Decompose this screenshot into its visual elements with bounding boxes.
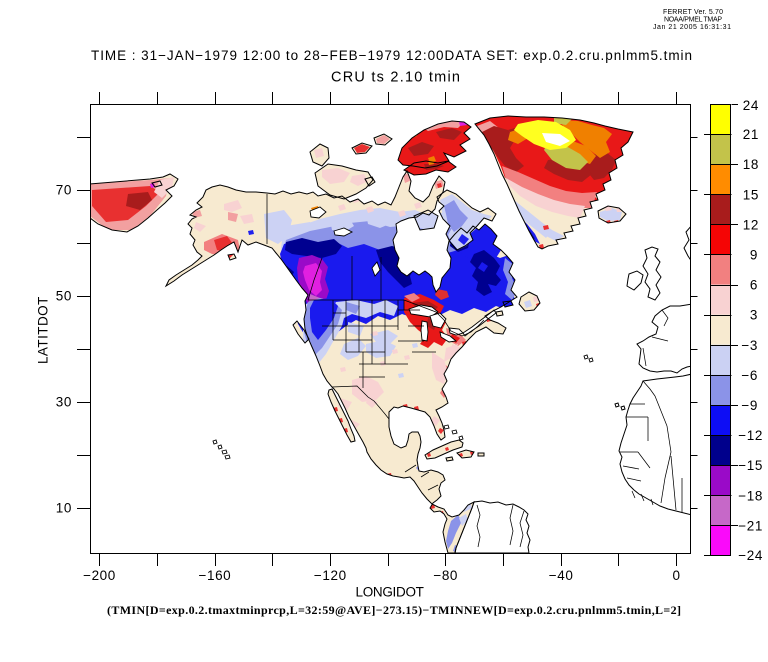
svg-text:−12: −12: [738, 428, 763, 443]
svg-text:−15: −15: [738, 458, 763, 473]
svg-text:−200: −200: [83, 568, 116, 583]
svg-text:NOAA/PMEL TMAP: NOAA/PMEL TMAP: [664, 17, 722, 24]
svg-text:50: 50: [56, 289, 72, 304]
svg-text:−160: −160: [198, 568, 231, 583]
svg-text:−18: −18: [738, 488, 763, 503]
svg-text:9: 9: [750, 248, 758, 263]
svg-text:24: 24: [743, 98, 759, 113]
svg-text:−9: −9: [741, 398, 758, 413]
svg-text:0: 0: [672, 568, 680, 583]
svg-text:FERRET Ver. 5.70: FERRET Ver. 5.70: [663, 9, 723, 16]
svg-text:Jan 21 2005 16:31:31: Jan 21 2005 16:31:31: [653, 24, 731, 31]
svg-text:−21: −21: [738, 518, 763, 533]
svg-text:12: 12: [743, 217, 759, 232]
svg-text:−6: −6: [741, 368, 758, 383]
svg-text:−3: −3: [741, 338, 758, 353]
svg-text:21: 21: [743, 127, 759, 142]
svg-text:−120: −120: [314, 568, 347, 583]
svg-text:3: 3: [750, 308, 758, 323]
svg-text:6: 6: [750, 278, 758, 293]
svg-text:−80: −80: [433, 568, 458, 583]
svg-text:TIME : 31−JAN−1979 12:00 to 28: TIME : 31−JAN−1979 12:00 to 28−FEB−1979 …: [91, 48, 692, 63]
svg-text:70: 70: [56, 183, 72, 198]
svg-text:(TMIN[D=exp.0.2.tmaxtminprcp,L: (TMIN[D=exp.0.2.tmaxtminprcp,L=32:59@AVE…: [107, 603, 681, 617]
svg-text:10: 10: [56, 501, 72, 516]
svg-text:LONGIDOT: LONGIDOT: [356, 585, 425, 600]
svg-text:CRU ts 2.10 tmin: CRU ts 2.10 tmin: [331, 70, 460, 86]
svg-text:18: 18: [743, 157, 759, 172]
svg-text:LATITDOT: LATITDOT: [36, 296, 51, 364]
svg-text:−40: −40: [549, 568, 574, 583]
svg-text:30: 30: [56, 395, 72, 410]
svg-text:−24: −24: [738, 548, 763, 563]
svg-text:15: 15: [743, 187, 759, 202]
